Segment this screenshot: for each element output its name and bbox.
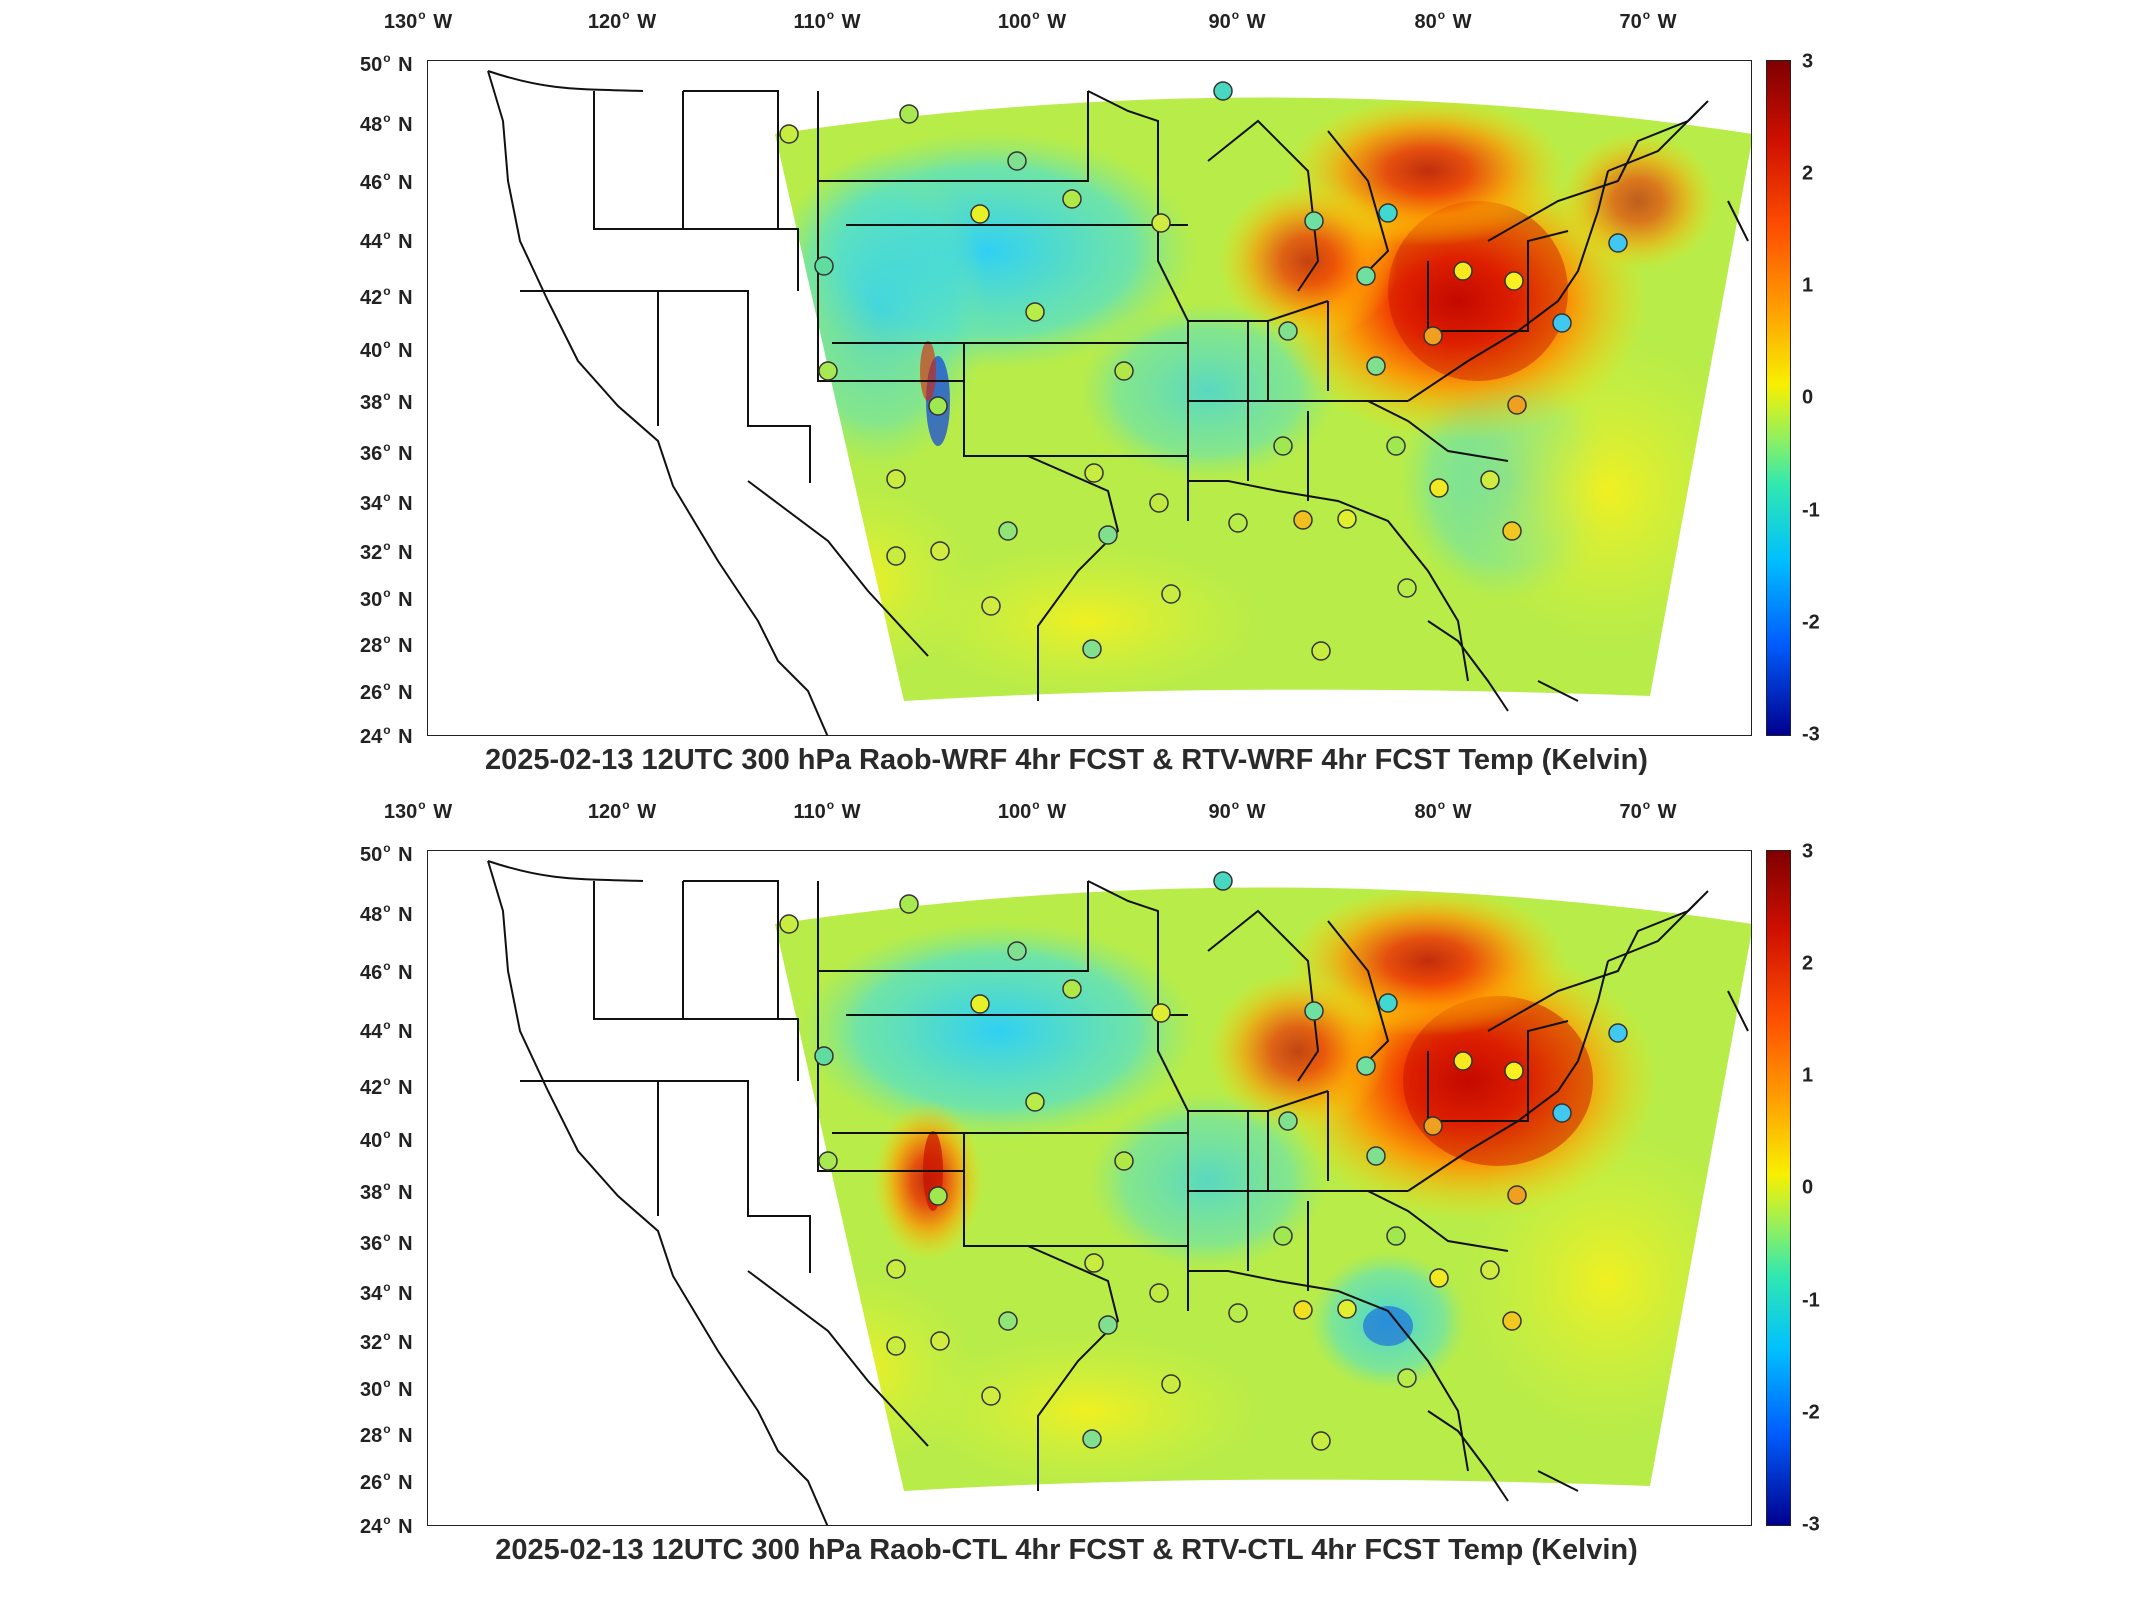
lat-tick: 32o N [360,539,413,564]
temperature-field-map [487,70,1751,735]
colorbar-tick: 2 [1802,162,1814,185]
lat-tick: 50o N [360,841,413,866]
lat-tick: 44o N [360,1018,413,1043]
lat-tick: 38o N [360,389,413,414]
lat-tick: 44o N [360,228,413,253]
lat-tick: 28o N [360,632,413,657]
map-panel-raob-wrf: 130o W 120o W 110o W 100o W 90o W 80o W … [0,0,2133,790]
lat-tick: 40o N [360,1127,413,1152]
colorbar-tick: 3 [1802,840,1814,863]
colorbar-tick: -2 [1802,1401,1820,1424]
lon-tick: 100o W [997,8,1067,33]
lat-tick: 48o N [360,901,413,926]
lon-tick: 80o W [1414,8,1472,33]
colorbar [1766,60,1791,736]
map-area [427,850,1752,1526]
lat-tick: 38o N [360,1179,413,1204]
lon-tick: 130o W [383,8,453,33]
colorbar-tick: -1 [1802,1289,1820,1312]
lat-tick: 24o N [360,723,413,748]
panel-title: 2025-02-13 12UTC 300 hPa Raob-WRF 4hr FC… [485,744,1648,776]
colorbar-tick: -2 [1802,611,1820,634]
map-panel-raob-ctl: 130o W 120o W 110o W 100o W 90o W 80o W … [0,790,2133,1580]
colorbar-tick: -3 [1802,1513,1820,1536]
lon-tick: 110o W [793,8,861,33]
lon-tick: 120o W [587,8,657,33]
lon-tick: 70o W [1619,8,1677,33]
lat-tick: 26o N [360,679,413,704]
colorbar-tick: 3 [1802,50,1814,73]
lat-tick: 46o N [360,169,413,194]
lat-tick: 24o N [360,1513,413,1538]
map-area [427,60,1752,736]
lat-tick: 50o N [360,51,413,76]
colorbar-tick: -3 [1802,723,1820,746]
lon-tick: 110o W [793,798,861,823]
lon-tick: 100o W [997,798,1067,823]
colorbar [1766,850,1791,1526]
panel-title: 2025-02-13 12UTC 300 hPa Raob-CTL 4hr FC… [495,1534,1638,1566]
lat-tick: 42o N [360,284,413,309]
lon-tick: 90o W [1208,798,1266,823]
lat-tick: 42o N [360,1074,413,1099]
colorbar-tick: 0 [1802,1176,1814,1199]
coastline-and-borders [487,70,1749,735]
raob-station-markers [779,81,1628,661]
lat-tick: 26o N [360,1469,413,1494]
lat-tick: 30o N [360,1376,413,1401]
lat-tick: 46o N [360,959,413,984]
lat-tick: 36o N [360,1230,413,1255]
lon-tick: 80o W [1414,798,1472,823]
colorbar-tick: 2 [1802,952,1814,975]
lon-tick: 130o W [383,798,453,823]
lat-tick: 40o N [360,337,413,362]
lat-tick: 28o N [360,1422,413,1447]
lat-tick: 30o N [360,586,413,611]
lat-tick: 48o N [360,111,413,136]
colorbar-tick: 0 [1802,386,1814,409]
forecast-field [775,97,1751,701]
lon-tick: 120o W [587,798,657,823]
lat-tick: 32o N [360,1329,413,1354]
colorbar-tick: 1 [1802,274,1814,297]
lon-tick: 70o W [1619,798,1677,823]
raob-station-markers [779,871,1628,1451]
lat-tick: 34o N [360,490,413,515]
lat-tick: 34o N [360,1280,413,1305]
coastline-and-borders [487,860,1749,1525]
temperature-field-map [487,860,1751,1525]
lon-tick: 90o W [1208,8,1266,33]
colorbar-tick: -1 [1802,499,1820,522]
colorbar-tick: 1 [1802,1064,1814,1087]
lat-tick: 36o N [360,440,413,465]
